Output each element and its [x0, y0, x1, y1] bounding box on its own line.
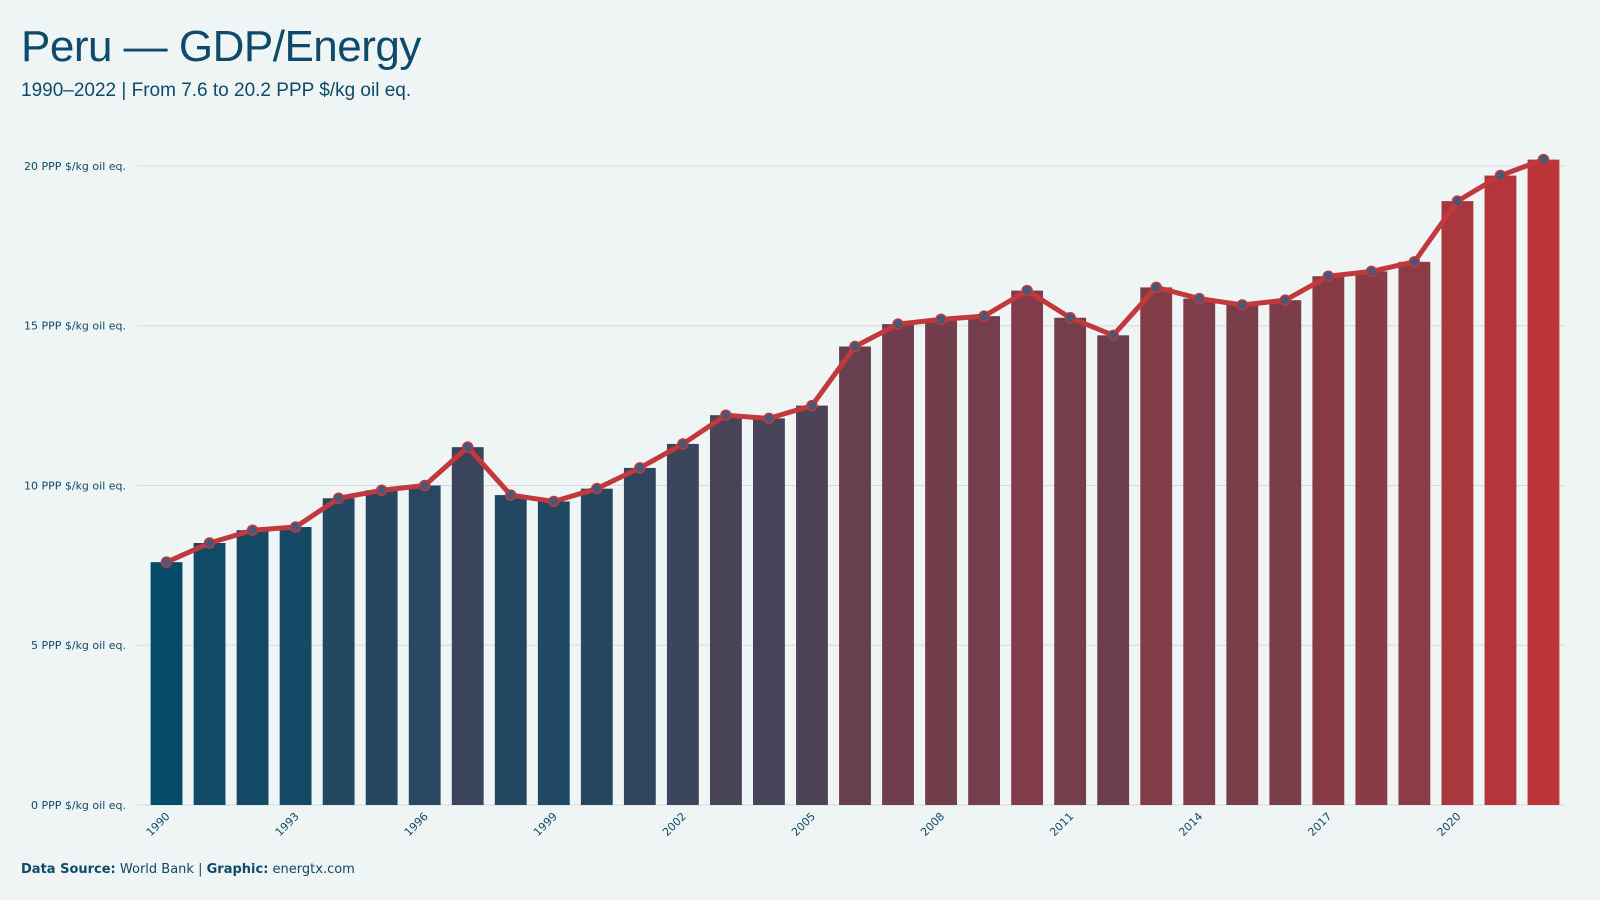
y-tick-label: 0 PPP $/kg oil eq.	[31, 799, 126, 812]
bar	[796, 405, 828, 805]
y-tick-label: 10 PPP $/kg oil eq.	[24, 479, 126, 492]
data-point	[160, 556, 173, 568]
data-point	[246, 524, 259, 536]
bar	[1226, 304, 1259, 805]
bar	[322, 498, 355, 805]
bar	[968, 316, 1001, 805]
data-point	[1365, 265, 1378, 278]
y-tick-label: 5 PPP $/kg oil eq.	[31, 639, 126, 652]
data-point	[591, 482, 603, 495]
bar	[925, 319, 957, 805]
bar	[1140, 287, 1173, 805]
bar	[150, 562, 183, 805]
source-label: Data Source:	[21, 862, 116, 877]
chart-subtitle: 1990–2022 | From 7.6 to 20.2 PPP $/kg oi…	[21, 80, 412, 101]
data-point	[849, 340, 861, 353]
bar	[709, 415, 742, 805]
data-point	[461, 441, 474, 453]
x-tick-label: 2008	[918, 810, 947, 839]
data-point	[1408, 256, 1421, 268]
data-point	[1279, 294, 1292, 306]
bar	[839, 346, 871, 805]
data-point	[1494, 169, 1507, 182]
bar	[1441, 201, 1474, 805]
bar	[236, 530, 269, 805]
x-tick-label: 1996	[402, 810, 431, 839]
data-point	[1107, 329, 1119, 342]
bar	[1097, 335, 1130, 805]
data-point	[505, 489, 517, 501]
y-tick-label: 15 PPP $/kg oil eq.	[24, 320, 126, 333]
x-tick-label: 2002	[660, 810, 689, 839]
bar	[1484, 175, 1517, 805]
x-tick-label: 2005	[789, 810, 818, 839]
data-point	[1193, 292, 1205, 305]
footer-separator: |	[198, 862, 203, 877]
data-point	[289, 521, 302, 533]
bar	[1355, 271, 1388, 805]
data-point	[978, 310, 990, 322]
bar	[623, 467, 656, 805]
graphic-label: Graphic:	[206, 862, 269, 877]
x-tick-label: 1990	[144, 810, 173, 839]
bar	[193, 543, 226, 805]
bar	[1054, 317, 1087, 805]
data-point	[1537, 153, 1550, 166]
x-tick-label: 2020	[1435, 810, 1464, 839]
data-point	[548, 495, 560, 508]
bar	[580, 488, 613, 805]
data-point	[203, 537, 216, 549]
data-point	[1322, 270, 1335, 282]
x-tick-label: 2014	[1176, 810, 1205, 839]
bar	[365, 490, 398, 805]
data-point	[1236, 299, 1249, 311]
x-tick-label: 2017	[1305, 810, 1334, 839]
bar	[279, 527, 312, 805]
y-tick-label: 20 PPP $/kg oil eq.	[24, 160, 126, 173]
bar	[408, 485, 441, 805]
data-point	[375, 484, 388, 497]
bar	[882, 324, 914, 805]
data-source-footer: Data Source: World Bank | Graphic: energ…	[21, 862, 355, 877]
x-tick-label: 1999	[531, 810, 560, 839]
data-point	[332, 492, 345, 505]
bar	[451, 447, 484, 805]
data-point	[720, 409, 732, 421]
graphic-value: energtx.com	[272, 862, 355, 877]
bar	[494, 495, 527, 805]
data-point	[1064, 311, 1076, 324]
data-point	[418, 479, 431, 492]
data-point	[806, 399, 818, 412]
bar	[1312, 276, 1345, 806]
data-point	[677, 438, 689, 450]
data-point	[935, 313, 947, 326]
x-tick-label: 2011	[1047, 810, 1076, 839]
data-point	[763, 412, 775, 425]
source-value: World Bank	[119, 862, 194, 877]
bar	[1398, 261, 1431, 806]
bar	[537, 501, 570, 805]
bar	[666, 443, 699, 805]
data-point	[1150, 281, 1162, 294]
bar	[1011, 290, 1044, 806]
data-point	[892, 318, 904, 330]
x-tick-label: 1993	[273, 810, 302, 839]
data-point	[1451, 195, 1464, 207]
bar	[1527, 159, 1560, 805]
bar	[753, 418, 785, 805]
bar	[1183, 298, 1216, 805]
bar	[1269, 300, 1302, 805]
chart-title: Peru — GDP/Energy	[21, 22, 421, 71]
data-point	[634, 462, 646, 474]
data-point	[1021, 284, 1033, 297]
